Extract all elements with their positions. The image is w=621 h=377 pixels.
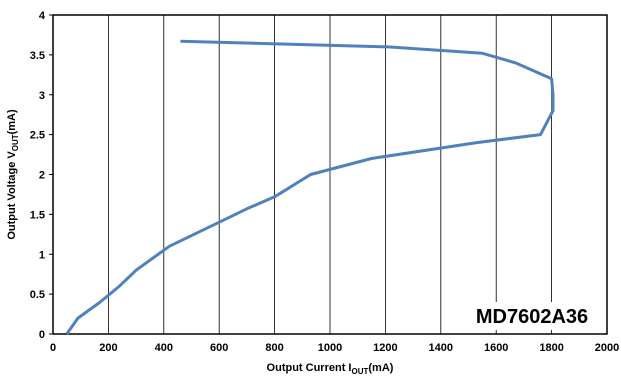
x-tick-label: 400 <box>155 342 173 354</box>
x-tick-label: 2000 <box>595 342 619 354</box>
x-tick-label: 600 <box>210 342 228 354</box>
x-tick-label: 0 <box>50 342 56 354</box>
x-tick-label: 1200 <box>373 342 397 354</box>
x-tick-label: 1400 <box>429 342 453 354</box>
y-tick-label: 3.5 <box>30 50 45 62</box>
y-axis-label-main: Output Voltage V <box>6 151 18 240</box>
grid-lines <box>108 15 552 334</box>
y-tick-label: 0 <box>39 329 45 341</box>
y-axis-label-subscript: OUT <box>11 134 20 151</box>
y-tick-label: 4 <box>39 10 46 22</box>
y-axis-label-unit: (mA) <box>6 109 18 134</box>
x-tick-labels: 0 200 400 600 800 1000 1200 1400 1600 1800 2000 <box>50 342 619 354</box>
y-tick-label: 3 <box>39 90 45 102</box>
y-tick-label: 1 <box>39 249 45 261</box>
x-tick-label: 200 <box>99 342 117 354</box>
y-tick-label: 0.5 <box>30 289 45 301</box>
chart-annotation: MD7602A36 <box>476 306 588 328</box>
y-axis-label: Output Voltage VOUT(mA) <box>6 109 20 240</box>
y-tick-labels: 0 0.5 1 1.5 2 2.5 3 3.5 4 <box>30 10 53 341</box>
x-axis-label-unit: (mA) <box>368 362 393 374</box>
y-tick-label: 1.5 <box>30 209 45 221</box>
x-axis-label-main: Output Current I <box>267 362 352 374</box>
y-tick-label: 2.5 <box>30 130 45 142</box>
annotation-background <box>456 302 606 330</box>
x-axis-label-subscript: OUT <box>351 367 368 376</box>
x-axis-label: Output Current IOUT(mA) <box>267 362 394 376</box>
x-tick-label: 1000 <box>318 342 342 354</box>
x-tick-label: 1800 <box>539 342 563 354</box>
series-line <box>65 39 555 335</box>
x-tick-label: 1600 <box>484 342 508 354</box>
x-tick-label: 800 <box>265 342 283 354</box>
y-tick-label: 2 <box>39 170 45 182</box>
